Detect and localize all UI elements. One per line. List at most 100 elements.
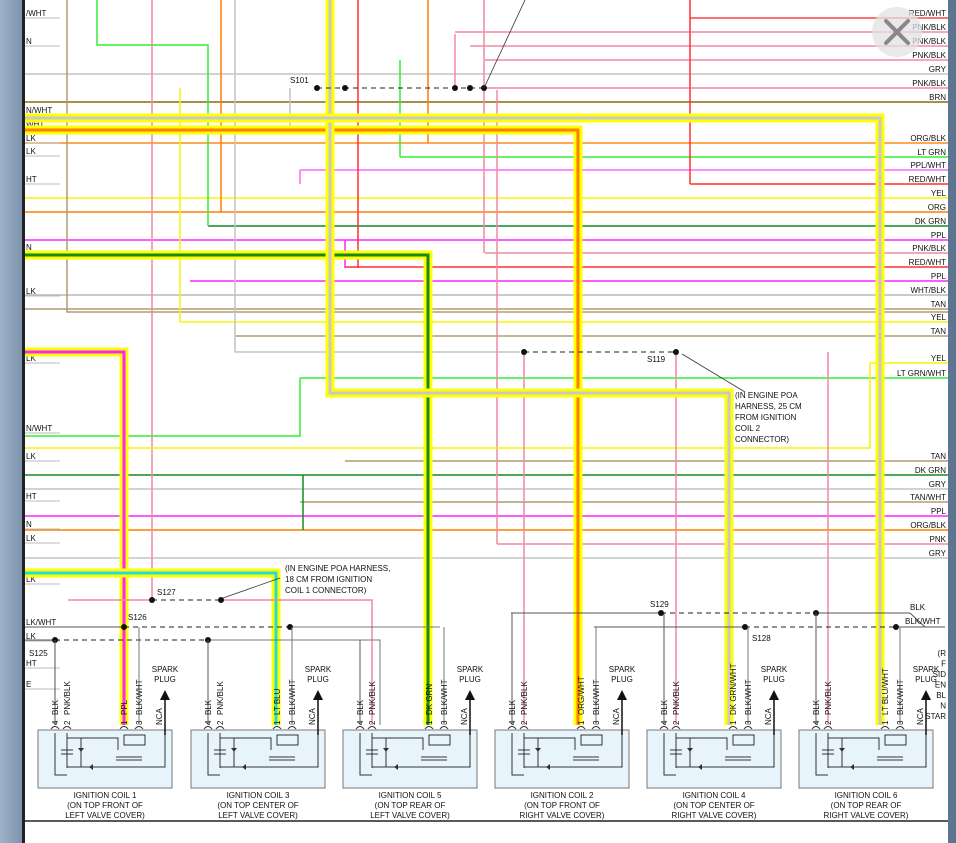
annotation-right-edge: N	[940, 702, 946, 711]
wire	[25, 363, 871, 449]
pin-number: 3	[135, 720, 144, 725]
coil-loc1-label: (ON TOP FRONT OF	[67, 801, 143, 810]
connector-pin	[576, 726, 586, 730]
internal	[372, 737, 424, 750]
coil-module	[428, 734, 451, 746]
splice-label-s129: S129	[650, 600, 669, 609]
highlighted-wire	[25, 347, 129, 725]
pin-number: 2	[63, 720, 72, 725]
pin-nca-label: NCA	[308, 707, 317, 725]
splice-dot	[149, 597, 155, 603]
wire-label: TAN/WHT	[910, 493, 946, 502]
splice-label-s119: S119	[647, 355, 666, 364]
highlighted-wire	[325, 0, 734, 725]
wire-label: TAN	[931, 327, 947, 336]
pin-number: 4	[51, 720, 60, 725]
coil-module	[123, 734, 146, 746]
coil-loc1-label: (ON TOP REAR OF	[375, 801, 446, 810]
wire-label: GRY	[929, 480, 947, 489]
connector-pin	[895, 726, 905, 730]
pin-number: 1	[273, 720, 282, 725]
connector-pin	[367, 726, 377, 730]
connector-pin	[507, 726, 517, 730]
pin-wire-label: DK GRN/WHT	[729, 663, 738, 715]
annotation-s119: (IN ENGINE POA	[735, 391, 798, 400]
pin-number: 4	[660, 720, 669, 725]
wire-label: TAN	[931, 300, 947, 309]
annotation-arrow	[483, 0, 526, 89]
pin-wire-label: BLK/WHT	[288, 679, 297, 715]
internal	[524, 737, 576, 750]
arrow-up-icon	[313, 690, 323, 700]
arrow-up-icon	[465, 690, 475, 700]
ignition-coil-3	[342, 690, 478, 789]
splice-dot	[218, 597, 224, 603]
splice-dot	[893, 624, 899, 630]
wire	[234, 0, 520, 353]
wire-label-clipped: N	[26, 520, 32, 529]
pin-wire-label: BLK	[508, 699, 517, 715]
coil-body	[494, 729, 630, 789]
coil-module	[884, 734, 907, 746]
annotation-s119: FROM IGNITION	[735, 413, 797, 422]
splice-dot	[314, 85, 320, 91]
wire-label-clipped: LK/WHT	[26, 618, 56, 627]
close-button[interactable]	[872, 7, 922, 57]
pin-number: 2	[520, 720, 529, 725]
close-icon	[884, 19, 910, 45]
pin-number: 4	[812, 720, 821, 725]
annotation-arrow	[681, 353, 746, 393]
splice-dot	[452, 85, 458, 91]
connector-pin	[743, 726, 753, 730]
connector-pin	[591, 726, 601, 730]
pin-wire-label: PPL	[120, 699, 129, 715]
wire-label-clipped: LK	[26, 534, 36, 543]
ignition-coil-1	[37, 690, 173, 789]
connector-pin	[671, 726, 681, 730]
annotation-right-edge: SID	[933, 670, 947, 679]
wire-label-clipped: LK	[26, 452, 36, 461]
wire-label: PNK/BLK	[912, 79, 946, 88]
wire	[221, 599, 373, 725]
wire-label-clipped: /WHT	[26, 9, 47, 18]
pin-wire-label: PNK/BLK	[824, 681, 833, 715]
spark-plug-label: PLUG	[307, 675, 329, 684]
ignition-coil-6	[798, 690, 934, 789]
wire-label: TAN	[931, 452, 947, 461]
wire-label-clipped: HT	[26, 659, 37, 668]
pin-wire-label: BLK/WHT	[440, 679, 449, 715]
splice-dot	[658, 610, 664, 616]
wire-label: YEL	[931, 189, 947, 198]
spark-plug-label: PLUG	[611, 675, 633, 684]
pin-number: 3	[288, 720, 297, 725]
coil-loc2-label: RIGHT VALVE COVER)	[672, 811, 757, 820]
connector-pin	[519, 726, 529, 730]
spark-plug-label: PLUG	[154, 675, 176, 684]
window-right-frame[interactable]	[948, 0, 956, 843]
pin-wire-label: LT BLU/WHT	[881, 668, 890, 715]
internal	[524, 735, 623, 768]
splice-label-s125: S125	[29, 649, 48, 658]
wire-label: GRY	[929, 549, 947, 558]
coil-title-label: IGNITION COIL 1	[74, 791, 137, 800]
internal	[207, 733, 220, 776]
wire-label-clipped: LK	[26, 632, 36, 641]
coil-title-label: IGNITION COIL 6	[835, 791, 898, 800]
pin-wire-label: BLK/WHT	[744, 679, 753, 715]
connector-pin	[355, 726, 365, 730]
annotation-right-edge: BL	[936, 691, 946, 700]
internal	[220, 737, 272, 750]
pin-number: 1	[120, 720, 129, 725]
wire-label: ORG	[928, 203, 946, 212]
spark-plug-label: SPARK	[152, 665, 179, 674]
coil-body	[798, 729, 934, 789]
pin-nca-label: NCA	[612, 707, 621, 725]
spark-plug-label: SPARK	[761, 665, 788, 674]
connector-pin	[62, 726, 72, 730]
wire-label: BRN	[929, 93, 946, 102]
window-left-frame	[0, 0, 22, 843]
internal	[67, 737, 119, 750]
wire-label: PNK/BLK	[912, 244, 946, 253]
ground-label-blk-wht: BLK/WHT	[905, 617, 941, 626]
spark-plug-label: PLUG	[459, 675, 481, 684]
